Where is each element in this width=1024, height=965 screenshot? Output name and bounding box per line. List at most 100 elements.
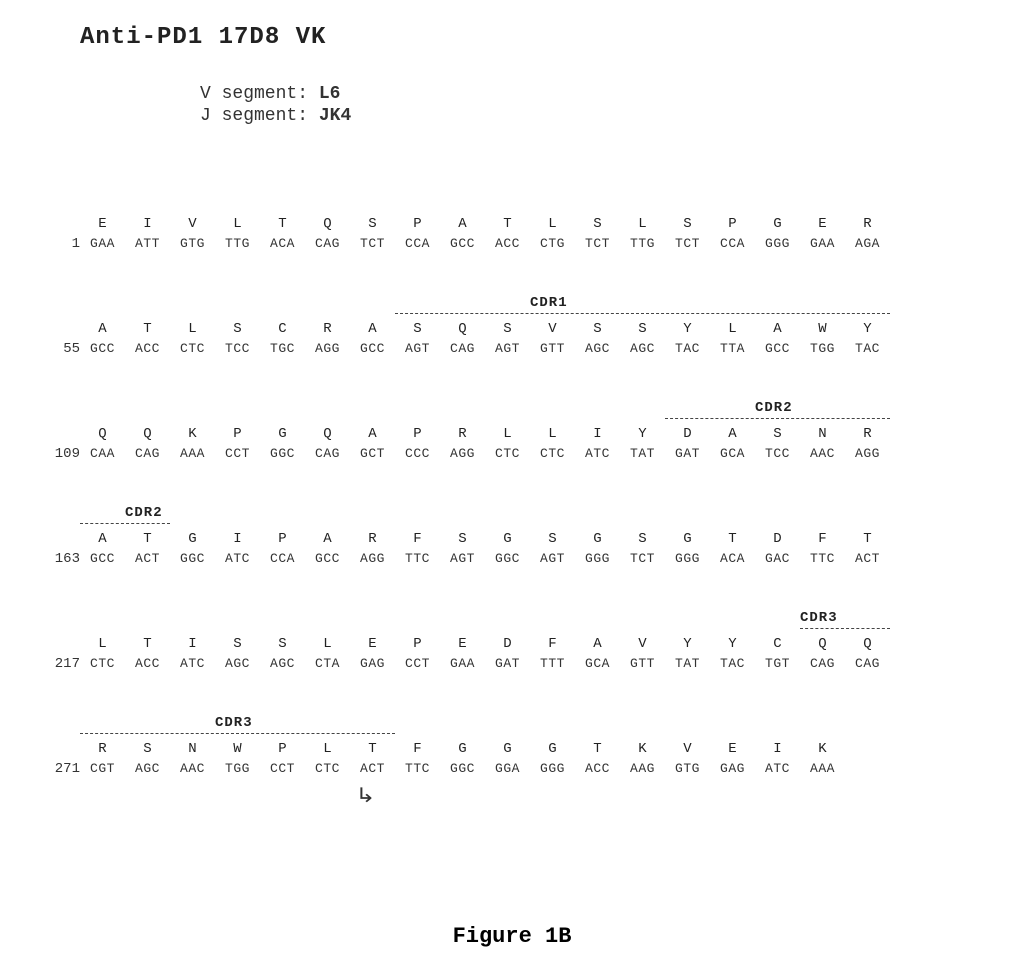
nt-codon: AAG: [620, 761, 665, 776]
aa-residue: N: [800, 426, 845, 442]
aa-residue: A: [350, 426, 395, 442]
aa-residue: F: [530, 636, 575, 652]
aa-residue: E: [350, 636, 395, 652]
cdr-label: CDR3: [800, 610, 838, 626]
aa-residue: P: [395, 426, 440, 442]
nt-row: 109CAACAGAAACCTGGCCAGGCTCCCAGGCTCCTCATCT…: [80, 446, 960, 468]
aa-residue: R: [350, 531, 395, 547]
nt-codon: CGT: [80, 761, 125, 776]
nt-codon: CAG: [305, 446, 350, 461]
nt-codon: GGC: [485, 551, 530, 566]
sequence-position: 163: [40, 551, 80, 567]
aa-residue: S: [485, 321, 530, 337]
nt-codon: GAA: [80, 236, 125, 251]
aa-residue: L: [485, 426, 530, 442]
nt-codon: GGA: [485, 761, 530, 776]
nt-codon: GAT: [665, 446, 710, 461]
aa-residue: Y: [845, 321, 890, 337]
nt-codon: CAA: [80, 446, 125, 461]
nt-codon: AGC: [575, 341, 620, 356]
nt-codon: AAA: [170, 446, 215, 461]
aa-residue: G: [530, 741, 575, 757]
nt-codon: TTG: [620, 236, 665, 251]
nt-codon: TTC: [800, 551, 845, 566]
nt-codon: GGG: [755, 236, 800, 251]
aa-residue: L: [530, 426, 575, 442]
aa-residue: E: [80, 216, 125, 232]
aa-residue: P: [260, 741, 305, 757]
nt-codon: GGC: [170, 551, 215, 566]
nt-codon: TCT: [620, 551, 665, 566]
nt-codon: AGG: [845, 446, 890, 461]
nt-codon: CCA: [395, 236, 440, 251]
aa-residue: V: [620, 636, 665, 652]
nt-codon: AGT: [485, 341, 530, 356]
aa-residue: L: [710, 321, 755, 337]
aa-residue: T: [350, 741, 395, 757]
nt-codon: TAT: [620, 446, 665, 461]
nt-codon: ACC: [125, 656, 170, 671]
cdr-underline: [80, 523, 170, 524]
nt-codon: GGC: [260, 446, 305, 461]
nt-codon: GCC: [80, 551, 125, 566]
aa-residue: R: [80, 741, 125, 757]
nt-codon: ACT: [845, 551, 890, 566]
nt-codon: AAC: [800, 446, 845, 461]
aa-residue: P: [260, 531, 305, 547]
aa-residue: V: [530, 321, 575, 337]
nt-codon: ACC: [485, 236, 530, 251]
nt-codon: TAC: [710, 656, 755, 671]
aa-residue: N: [170, 741, 215, 757]
aa-residue: A: [80, 531, 125, 547]
aa-row: LTISSLEPEDFAVYYCQQ: [80, 636, 960, 656]
nt-codon: ACT: [350, 761, 395, 776]
aa-residue: T: [260, 216, 305, 232]
aa-residue: S: [440, 531, 485, 547]
nt-codon: CAG: [125, 446, 170, 461]
aa-residue: I: [575, 426, 620, 442]
aa-residue: L: [305, 741, 350, 757]
aa-residue: A: [575, 636, 620, 652]
aa-residue: D: [665, 426, 710, 442]
cdr-row: CDR1: [80, 295, 960, 319]
cdr-label: CDR2: [755, 400, 793, 416]
aa-residue: E: [710, 741, 755, 757]
aa-residue: I: [755, 741, 800, 757]
nt-codon: GCA: [710, 446, 755, 461]
aa-residue: S: [665, 216, 710, 232]
aa-residue: A: [305, 531, 350, 547]
nt-codon: TCT: [665, 236, 710, 251]
aa-residue: T: [710, 531, 755, 547]
nt-row: 163GCCACTGGCATCCCAGCCAGGTTCAGTGGCAGTGGGT…: [80, 551, 960, 573]
nt-row: 217CTCACCATCAGCAGCCTAGAGCCTGAAGATTTTGCAG…: [80, 656, 960, 678]
aa-residue: D: [755, 531, 800, 547]
page: Anti-PD1 17D8 VK V segment: L6 J segment…: [0, 0, 1024, 965]
nt-codon: ATC: [575, 446, 620, 461]
nt-codon: TGC: [260, 341, 305, 356]
nt-codon: ACA: [710, 551, 755, 566]
aa-residue: S: [395, 321, 440, 337]
aa-residue: G: [665, 531, 710, 547]
nt-codon: TCC: [215, 341, 260, 356]
nt-codon: AGG: [440, 446, 485, 461]
aa-residue: K: [800, 741, 845, 757]
aa-residue: A: [350, 321, 395, 337]
aa-residue: F: [395, 531, 440, 547]
aa-residue: L: [80, 636, 125, 652]
aa-residue: Y: [620, 426, 665, 442]
nt-codon: CAG: [800, 656, 845, 671]
aa-residue: V: [170, 216, 215, 232]
cdr-row: CDR3: [80, 715, 960, 739]
nt-codon: GAA: [440, 656, 485, 671]
nt-codon: CAG: [305, 236, 350, 251]
nt-codon: ACC: [125, 341, 170, 356]
sequence-block-2: CDR2QQKPGQAPRLLIYDASNR109CAACAGAAACCTGGC…: [80, 400, 960, 468]
nt-codon: GGG: [530, 761, 575, 776]
nt-codon: TCC: [755, 446, 800, 461]
v-segment-value: L6: [319, 84, 341, 104]
nt-codon: ATC: [755, 761, 800, 776]
nt-codon: TTT: [530, 656, 575, 671]
cdr-label: CDR2: [125, 505, 163, 521]
aa-residue: T: [125, 636, 170, 652]
nt-codon: TTA: [710, 341, 755, 356]
